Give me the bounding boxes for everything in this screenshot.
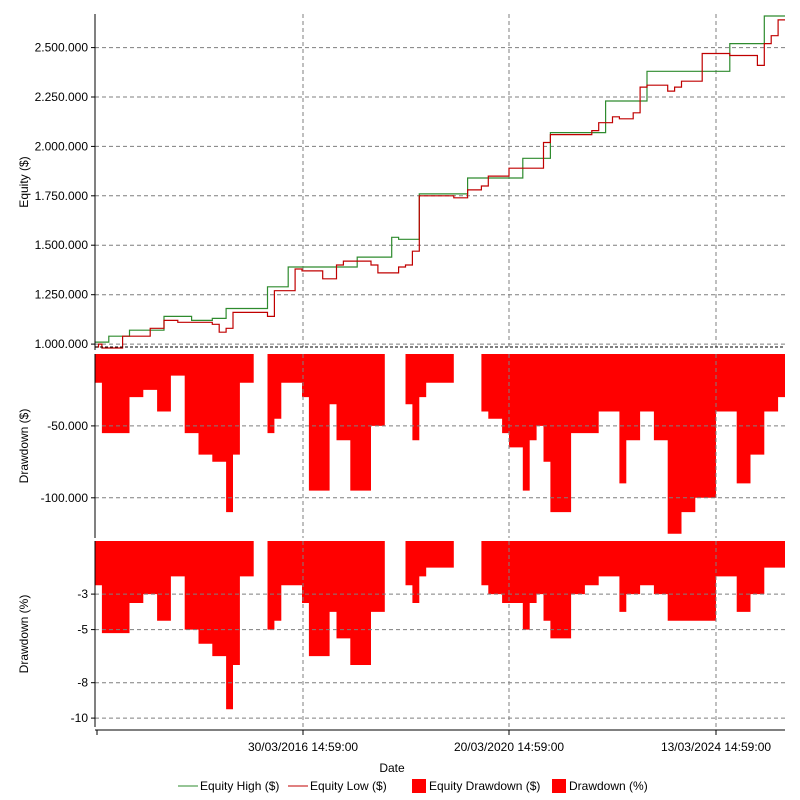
panel-drawdown-pct: -3 -5 -8 -10 Drawdown (%) xyxy=(17,541,785,727)
y-axis-title: Drawdown ($) xyxy=(17,409,31,484)
x-tick-label: 30/03/2016 14:59:00 xyxy=(248,740,358,754)
panel-drawdown-usd: -50.000 -100.000 Drawdown ($) xyxy=(17,354,785,538)
legend-label: Equity Drawdown ($) xyxy=(429,779,540,793)
y-tick-label: -3 xyxy=(77,587,88,601)
legend-label: Equity Low ($) xyxy=(310,779,387,793)
y-tick-label: 2.500.000 xyxy=(35,41,89,55)
legend-box-swatch xyxy=(552,779,566,793)
y-tick-label: 1.250.000 xyxy=(35,288,89,302)
y-tick-label: -10 xyxy=(71,711,89,725)
drawdown-area-drawdown-usd xyxy=(95,354,785,534)
chart-panels: 1.000.000 1.250.000 1.500.000 1.750.000 2.00… xyxy=(17,14,785,727)
y-tick-label: -5 xyxy=(77,623,88,637)
y-tick-label: 1.750.000 xyxy=(35,189,89,203)
x-tick-label: 13/03/2024 14:59:00 xyxy=(661,740,771,754)
y-axis-title: Drawdown (%) xyxy=(17,595,31,674)
legend-label: Drawdown (%) xyxy=(569,779,648,793)
drawdown-area-drawdown-pct xyxy=(95,541,785,710)
y-axis-title: Equity ($) xyxy=(17,156,31,207)
y-tick-label: 2.000.000 xyxy=(35,139,89,153)
y-tick-label: 1.500.000 xyxy=(35,238,89,252)
x-axis: Date 30/03/2016 14:59:00 20/03/2020 14:59… xyxy=(95,729,785,775)
y-tick-label: -100.000 xyxy=(41,491,89,505)
legend-label: Equity High ($) xyxy=(200,779,279,793)
plot-area-equity xyxy=(95,14,785,350)
x-axis-title: Date xyxy=(379,761,405,775)
x-tick-label: 20/03/2020 14:59:00 xyxy=(454,740,564,754)
y-tick-label: 1.000.000 xyxy=(35,337,89,351)
y-tick-label: -8 xyxy=(77,676,88,690)
equity-low-line xyxy=(95,19,785,349)
chart-legend: Equity High ($) Equity Low ($) Equity Draw… xyxy=(178,779,648,793)
y-tick-label: -50.000 xyxy=(47,419,88,433)
panel-equity: 1.000.000 1.250.000 1.500.000 1.750.000 2.00… xyxy=(17,14,785,351)
equity-high-line xyxy=(95,15,785,343)
y-tick-label: 2.250.000 xyxy=(35,90,89,104)
legend-box-swatch xyxy=(412,779,426,793)
